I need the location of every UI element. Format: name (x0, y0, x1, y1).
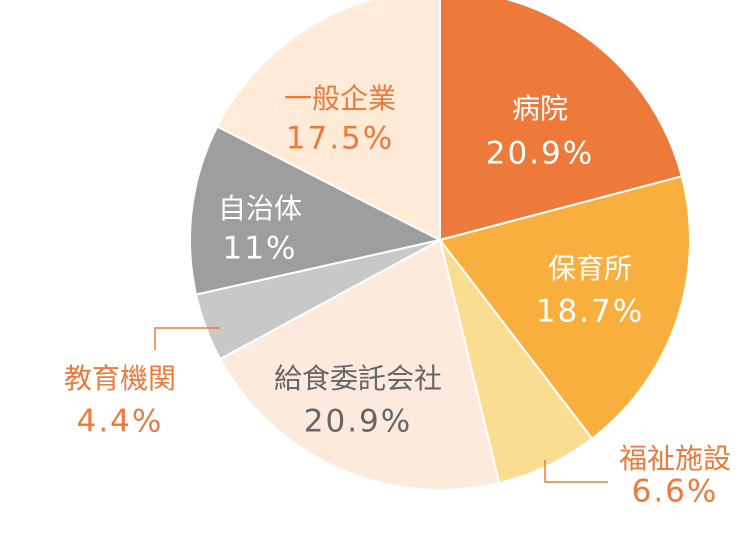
pie-slice (218, 238, 501, 491)
slice-label: 自治体 (218, 192, 302, 225)
slice-value-label: 11% (223, 231, 298, 267)
slice-value-label: 20.9% (486, 136, 594, 172)
slice-label: 一般企業 (284, 82, 396, 115)
slice-label: 教育機関 (64, 362, 176, 395)
slice-value-label: 20.9% (304, 404, 412, 440)
leader-line (544, 460, 608, 483)
slice-label: 福祉施設 (619, 442, 731, 475)
pie-slice (439, 0, 683, 242)
pie-slice (438, 175, 691, 440)
slice-label: 給食委託会社 (274, 362, 442, 395)
slice-value-label: 4.4% (77, 404, 164, 440)
slice-label: 病院 (512, 92, 568, 125)
slice-value-label: 18.7% (536, 294, 644, 330)
slice-value-label: 17.5% (286, 121, 394, 157)
pie-slice (189, 125, 443, 296)
leader-line (154, 327, 220, 350)
pie-slice (215, 0, 441, 242)
slice-label: 保育所 (548, 252, 632, 285)
slice-value-label: 6.6% (632, 474, 719, 510)
